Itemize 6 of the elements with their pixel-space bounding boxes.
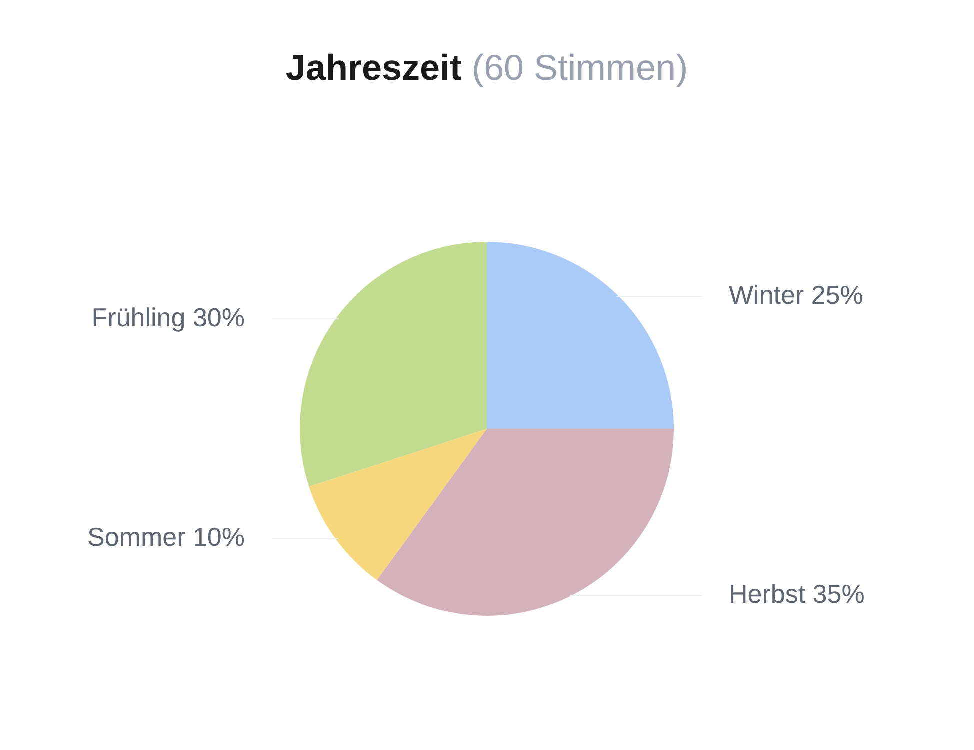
slice-label: Sommer 10% [88, 522, 245, 552]
chart-subtitle: (60 Stimmen) [472, 47, 688, 89]
slice-label: Winter 25% [729, 280, 864, 310]
slice-label: Frühling 30% [92, 302, 245, 332]
slice-label: Herbst 35% [729, 578, 865, 609]
chart-title: Jahreszeit [286, 47, 462, 89]
